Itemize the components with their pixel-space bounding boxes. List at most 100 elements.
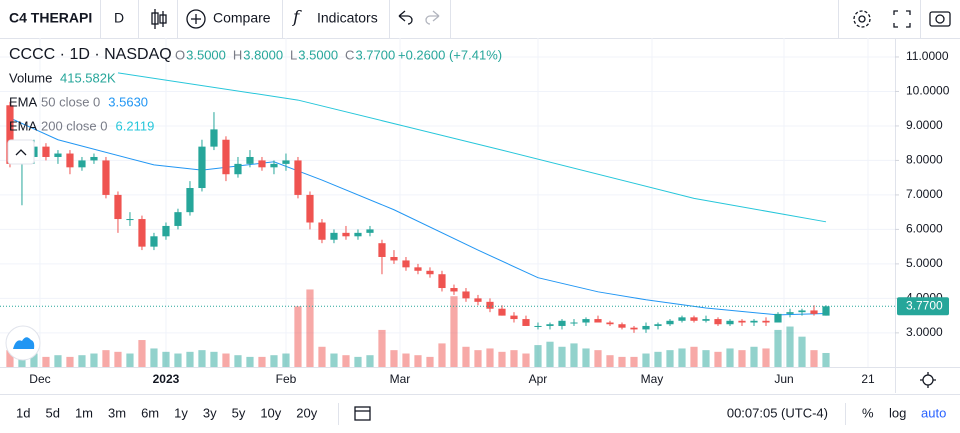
range-button[interactable]: 10y [260,405,281,420]
volume-legend-value: 415.582K [60,70,116,85]
ohlc-value: 3.7700 [355,47,395,62]
volume-bar [726,348,734,367]
volume-pane [6,289,830,367]
x-tick-label: Mar [390,372,411,386]
volume-bar [378,329,386,367]
range-button[interactable]: 6m [141,405,159,420]
range-button[interactable]: 20y [296,405,317,420]
volume-bar [798,336,806,367]
y-tick-label: 7.0000 [906,187,943,201]
candle-body [210,129,218,147]
candle-body [102,160,110,195]
candle-body [258,160,266,168]
ohlc-legend: O 3.5000 H 3.8000 L 3.5000 C 3.7700 [175,47,395,62]
ohlc-key: L [290,47,297,62]
volume-bar [186,351,194,367]
volume-bar [222,353,230,367]
candles [6,101,830,333]
y-tick-label: 6.0000 [906,222,943,236]
volume-bar [774,329,782,367]
fullscreen[interactable] [893,10,911,28]
volume-bar [198,350,206,367]
volume-bar [522,353,530,367]
candle-body [702,319,710,321]
range-button[interactable]: 3m [108,405,126,420]
volume-bar [18,355,26,367]
candle-body [666,320,674,325]
y-tick-label: 11.0000 [906,49,949,63]
redo[interactable] [425,10,440,25]
ema-name: EMA [9,94,38,109]
date-range-icon[interactable] [354,406,371,421]
ema-params: 50 close 0 [41,94,100,109]
ema-value: 6.2119 [116,118,155,133]
candle-body [198,146,206,189]
range-button[interactable]: 1m [75,405,93,420]
candle-body [366,229,374,233]
candle-body [534,325,542,327]
range-button[interactable]: 1d [16,405,30,420]
candle-type-icon[interactable] [151,9,167,29]
range-button[interactable]: 1y [174,405,188,420]
last-price-label: 3.7700 [906,298,943,312]
interval[interactable]: D [114,10,124,26]
x-tick-label: May [641,372,664,386]
ohlc-key: O [175,47,185,62]
candle-body [138,219,146,247]
volume-bar [282,353,290,367]
percent-toggle[interactable]: % [862,405,874,420]
ema-line [117,72,827,223]
volume-bar [90,353,98,367]
candle-body [774,313,782,323]
volume-bar [714,351,722,367]
clock: 00:07:05 (UTC-4) [727,405,828,420]
x-tick-label: Feb [276,372,297,386]
candle-body [618,324,626,328]
candle-body [234,163,242,175]
volume-bar [174,353,182,367]
volume-bar [354,356,362,367]
x-tick-label: 21 [861,372,875,386]
auto-toggle[interactable]: auto [921,405,946,420]
candle-body [462,291,470,299]
ema-line [9,117,827,316]
volume-bar [606,355,614,367]
axes: 3.00004.00005.00006.00007.00008.00009.00… [0,49,950,386]
candle-body [558,320,566,326]
volume-bar [138,340,146,367]
range-button[interactable]: 5d [45,405,59,420]
volume-bar [594,350,602,367]
range-button[interactable]: 3y [203,405,217,420]
volume-bar [402,353,410,367]
undo[interactable] [398,10,413,25]
indicators-button[interactable]: Indicators [317,10,378,26]
volume-bar [666,350,674,367]
settings[interactable] [853,10,871,28]
y-tick-label: 3.0000 [906,325,943,339]
candle-body [6,105,14,164]
symbol[interactable]: C4 THERAPI [9,10,92,26]
screenshot[interactable] [929,11,951,27]
y-tick-label: 9.0000 [906,118,943,132]
compare-button[interactable]: Compare [213,10,271,26]
candle-body [522,319,530,326]
volume-bar [534,345,542,367]
time-axis-settings[interactable] [920,372,936,388]
logo [5,325,41,361]
x-tick-label: 2023 [153,372,180,386]
log-toggle[interactable]: log [889,405,906,420]
volume-bar [642,353,650,367]
x-tick-label: Jun [774,372,793,386]
indicators-icon[interactable]: f [291,8,302,28]
candle-body [306,194,314,223]
range-button[interactable]: 5y [232,405,246,420]
y-tick-label: 10.0000 [906,84,950,98]
candle-body [762,320,770,323]
candle-body [810,310,818,314]
volume-bar [582,348,590,367]
volume-bar [810,350,818,367]
candle-body [342,232,350,237]
candle-body [222,139,230,175]
compare-icon[interactable] [186,9,206,29]
collapse-legend[interactable] [7,139,35,165]
